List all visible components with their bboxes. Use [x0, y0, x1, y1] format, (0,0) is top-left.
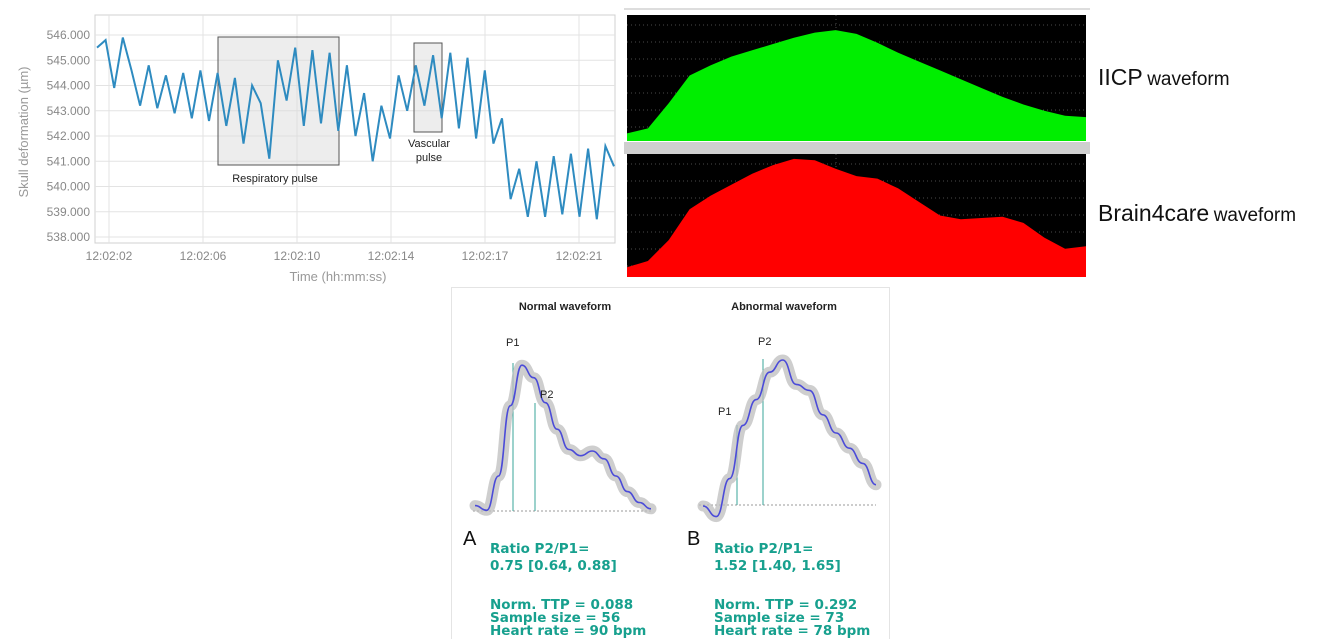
- iicp-waveform-area: [627, 30, 1086, 142]
- brain4care-waveform-area: [627, 158, 1086, 277]
- x-axis-label: Time (hh:mm:ss): [289, 269, 386, 284]
- brain4care-label-sub: waveform: [1213, 205, 1297, 226]
- abnormal-p2-label: P2: [758, 336, 771, 348]
- abnormal-heart-rate: Heart rate = 78 bpm: [714, 623, 871, 639]
- abnormal-p1-label: P1: [718, 406, 731, 418]
- y-tick-label: 539.000: [47, 205, 91, 219]
- x-tick-label: 12:02:21: [556, 249, 603, 263]
- normal-ratio-label: Ratio P2/P1=: [490, 541, 590, 557]
- normal-heart-rate: Heart rate = 90 bpm: [490, 623, 647, 639]
- y-tick-label: 544.000: [47, 79, 91, 93]
- abnormal-waveform-title: Abnormal waveform: [731, 301, 837, 313]
- normal-ratio-value: 0.75 [0.64, 0.88]: [490, 558, 617, 574]
- respiratory-pulse-box: [217, 36, 340, 166]
- brain4care-label-main: Brain4care: [1098, 200, 1210, 226]
- y-tick-label: 545.000: [47, 53, 91, 67]
- normal-waveform-line: [474, 364, 652, 512]
- annotation-respiratory-pulse: Respiratory pulse: [232, 173, 318, 185]
- y-tick-label: 543.000: [47, 104, 91, 118]
- normal-p1-label: P1: [506, 337, 519, 349]
- x-tick-label: 12:02:14: [368, 249, 415, 263]
- normal-p2-label: P2: [540, 389, 553, 401]
- abnormal-ratio-value: 1.52 [1.40, 1.65]: [714, 558, 841, 574]
- y-tick-label: 541.000: [47, 154, 91, 168]
- iicp-label-main: IICP: [1098, 64, 1143, 90]
- abnormal-ratio-label: Ratio P2/P1=: [714, 541, 814, 557]
- waveform-separator: [624, 142, 1090, 154]
- y-tick-label: 538.000: [47, 230, 91, 244]
- normal-ttp: Norm. TTP = 0.088: [490, 597, 634, 613]
- waveform-comparison-frame: [451, 287, 890, 639]
- brain4care-waveform-label: Brain4care waveform: [1098, 200, 1296, 227]
- y-tick-label: 546.000: [47, 28, 91, 42]
- normal-sample-size: Sample size = 56: [490, 610, 621, 626]
- abnormal-waveform-line: [702, 359, 877, 518]
- panel-letter-b: B: [687, 528, 701, 550]
- y-axis-label: Skull deformation (µm): [16, 66, 31, 197]
- x-tick-label: 12:02:17: [462, 249, 509, 263]
- normal-waveform-title: Normal waveform: [519, 301, 612, 313]
- y-tick-label: 542.000: [47, 129, 91, 143]
- skull-deformation-chart: 538.000 539.000 540.000 541.000 542.000 543.0…: [16, 14, 616, 284]
- y-tick-label: 540.000: [47, 180, 91, 194]
- x-tick-label: 12:02:02: [86, 249, 133, 263]
- annotation-vascular-line1: Vascular: [408, 138, 450, 150]
- annotation-vascular-line2: pulse: [416, 152, 442, 164]
- abnormal-sample-size: Sample size = 73: [714, 610, 845, 626]
- monitor-top-rule: [624, 8, 1090, 10]
- iicp-waveform-label: IICP waveform: [1098, 64, 1230, 91]
- iicp-label-sub: waveform: [1147, 69, 1230, 90]
- monitor-waveforms: [624, 8, 1090, 277]
- abnormal-waveform-band: [697, 354, 882, 523]
- waveform-comparison: Normal waveform Abnormal waveform P1 P2 …: [469, 301, 882, 523]
- abnormal-ttp: Norm. TTP = 0.292: [714, 597, 858, 613]
- x-tick-label: 12:02:10: [274, 249, 321, 263]
- panel-letter-a: A: [463, 528, 477, 550]
- x-tick-label: 12:02:06: [180, 249, 227, 263]
- skull-deformation-series-line: [96, 37, 615, 220]
